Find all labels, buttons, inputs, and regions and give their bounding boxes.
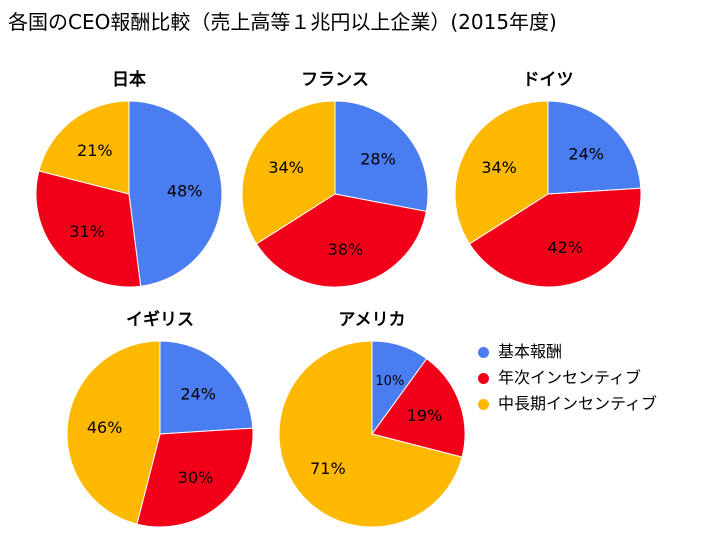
pie-slice-uk-annual-incentive — [136, 427, 254, 528]
pie-slice-uk-long-term-incentive — [66, 340, 161, 525]
pie-slice-germany-base-pay — [547, 100, 642, 195]
pie-slice-uk-base-pay — [159, 340, 254, 435]
pie-chart-france: フランス 28% 38% 34% — [241, 70, 429, 288]
pie-slice-japan-annual-incentive — [35, 170, 142, 288]
pie-title-usa: アメリカ — [338, 310, 405, 330]
pie-chart-japan: 日本 48% 31% 21% — [35, 69, 223, 288]
pie-slice-france-long-term-incentive — [241, 100, 336, 245]
pie-label-germany-long-term-incentive: 34% — [481, 158, 517, 177]
pie-label-usa-long-term-incentive: 71% — [310, 459, 346, 478]
legend-label-annual-incentive: 年次インセンティブ — [498, 368, 642, 387]
pie-slice-japan-long-term-incentive — [38, 100, 130, 195]
legend-label-base-pay: 基本報酬 — [498, 342, 563, 361]
chart-title: 各国のCEO報酬比較（売上高等１兆円以上企業）(2015年度) — [8, 10, 557, 34]
pie-label-usa-base-pay: 10% — [375, 374, 404, 389]
pie-label-japan-annual-incentive: 31% — [69, 222, 105, 241]
pie-label-usa-annual-incentive: 19% — [407, 406, 443, 425]
pie-label-uk-long-term-incentive: 46% — [87, 418, 123, 437]
pie-title-france: フランス — [301, 70, 369, 90]
pie-label-france-base-pay: 28% — [360, 149, 396, 168]
pie-label-france-annual-incentive: 38% — [328, 240, 364, 259]
legend-label-long-term-incentive: 中長期インセンティブ — [498, 394, 658, 413]
legend-item-long-term-incentive: 中長期インセンティブ — [478, 394, 703, 414]
pie-slice-germany-long-term-incentive — [454, 100, 549, 245]
pie-label-japan-long-term-incentive: 21% — [77, 141, 113, 160]
legend: 基本報酬 年次インセンティブ 中長期インセンティブ — [478, 342, 703, 420]
pie-slice-japan-base-pay — [128, 100, 223, 287]
pie-slice-usa-annual-incentive — [371, 358, 466, 458]
pie-title-germany: ドイツ — [523, 70, 574, 90]
pie-label-germany-annual-incentive: 42% — [547, 238, 583, 257]
legend-swatch-base-pay — [478, 347, 489, 358]
pie-label-uk-base-pay: 24% — [180, 384, 216, 403]
legend-item-annual-incentive: 年次インセンティブ — [478, 368, 703, 388]
pie-label-uk-annual-incentive: 30% — [178, 468, 214, 487]
pie-label-germany-base-pay: 24% — [568, 144, 604, 163]
pie-chart-uk: イギリス 24% 30% 46% — [66, 310, 254, 528]
pie-label-japan-base-pay: 48% — [167, 181, 203, 200]
legend-swatch-long-term-incentive — [478, 399, 489, 410]
pie-title-uk: イギリス — [126, 310, 194, 330]
pie-slice-usa-long-term-incentive — [278, 340, 463, 528]
pie-title-japan: 日本 — [112, 69, 146, 90]
pie-chart-germany: ドイツ 24% 42% 34% — [454, 70, 642, 288]
legend-swatch-annual-incentive — [478, 373, 489, 384]
pie-chart-usa: アメリカ 10% 19% 71% — [278, 310, 466, 528]
pie-slice-france-base-pay — [334, 100, 429, 213]
legend-item-base-pay: 基本報酬 — [478, 342, 703, 362]
pie-slice-germany-annual-incentive — [468, 187, 642, 288]
pie-label-france-long-term-incentive: 34% — [268, 158, 304, 177]
